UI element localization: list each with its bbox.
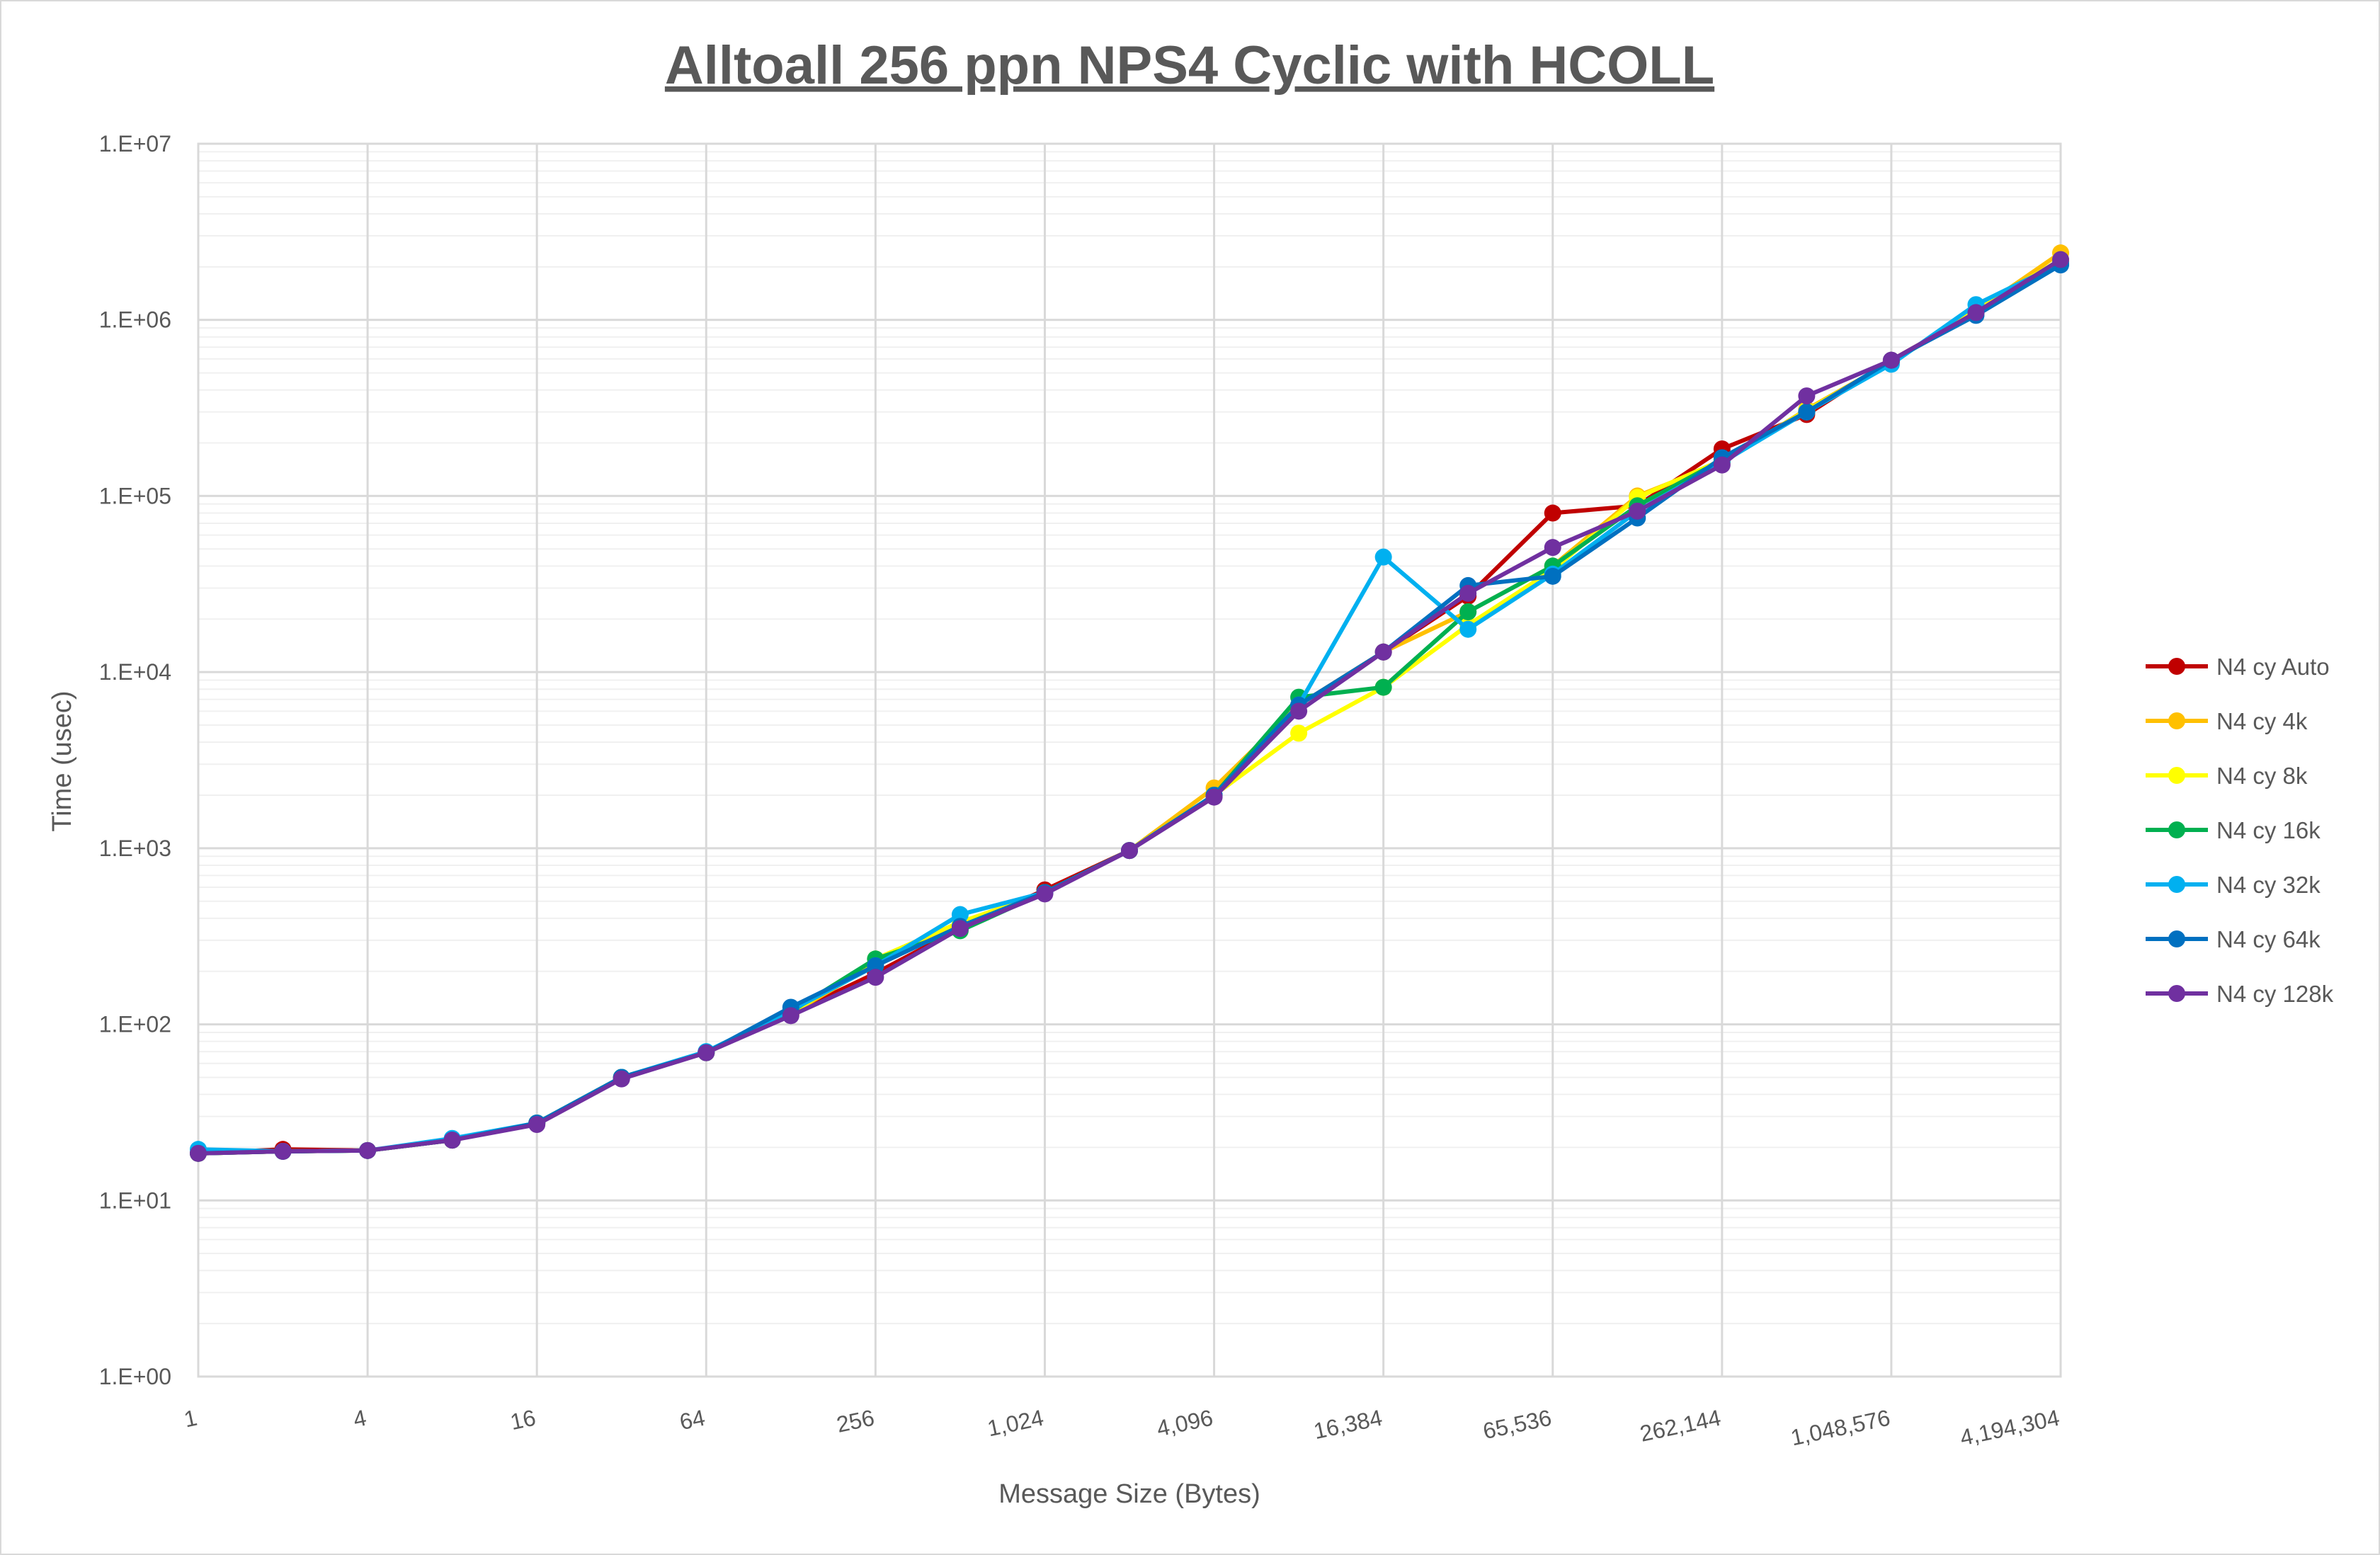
data-point — [1544, 504, 1561, 522]
data-point — [1459, 584, 1477, 602]
data-point — [1459, 620, 1477, 638]
legend-marker — [2168, 985, 2185, 1002]
x-tick-label: 1,024 — [985, 1405, 1046, 1442]
y-tick-label: 1.E+06 — [99, 307, 171, 333]
data-point — [1205, 788, 1223, 806]
legend-item: N4 cy Auto — [2146, 654, 2330, 680]
legend-label: N4 cy 64k — [2216, 926, 2321, 952]
data-point — [1544, 567, 1561, 585]
data-point — [698, 1044, 715, 1061]
data-point — [190, 1144, 207, 1162]
plot-area-border — [197, 142, 2062, 1378]
data-point — [782, 1007, 799, 1025]
data-point — [359, 1141, 377, 1159]
legend-label: N4 cy Auto — [2216, 654, 2330, 680]
legend-label: N4 cy 4k — [2216, 708, 2308, 734]
legend-marker — [2168, 658, 2185, 675]
x-tick-label: 64 — [677, 1405, 707, 1435]
legend-item: N4 cy 32k — [2146, 872, 2321, 898]
data-point — [1374, 548, 1392, 566]
series-line — [198, 263, 2062, 1156]
y-tick-label: 1.E+07 — [99, 131, 171, 156]
x-tick-label: 4 — [351, 1405, 369, 1432]
data-point — [1544, 539, 1561, 557]
data-point — [1459, 603, 1477, 620]
series-line — [198, 261, 2062, 1154]
series-n4-cy-128k — [190, 251, 2069, 1162]
series-n4-cy-16k — [190, 254, 2069, 1162]
y-tick-label: 1.E+05 — [99, 483, 171, 508]
legend-label: N4 cy 16k — [2216, 817, 2321, 843]
x-tick-label: 256 — [834, 1405, 877, 1437]
series-line — [198, 251, 2062, 1156]
data-point — [1713, 456, 1731, 474]
chart-title: Alltoall 256 ppn NPS4 Cyclic with HCOLL — [665, 35, 1714, 96]
series-n4-cy-auto — [190, 253, 2069, 1162]
y-tick-label: 1.E+01 — [99, 1187, 171, 1213]
legend: N4 cy Auto N4 cy 4k N4 cy 8k N4 cy 16k N4 cy… — [2146, 654, 2334, 1007]
data-point — [443, 1132, 461, 1149]
x-tick-label: 16 — [508, 1405, 537, 1435]
x-tick-label: 4,096 — [1154, 1405, 1215, 1442]
data-point — [951, 920, 969, 938]
legend-item: N4 cy 128k — [2146, 981, 2334, 1007]
data-point — [1121, 842, 1138, 860]
series-n4-cy-64k — [190, 256, 2069, 1162]
y-tick-label: 1.E+03 — [99, 836, 171, 861]
series-line — [198, 259, 2062, 1156]
y-axis-tick-labels: 1.E+00 1.E+01 1.E+02 1.E+03 1.E+04 1.E+05 1.E+… — [99, 131, 171, 1389]
y-tick-label: 1.E+02 — [99, 1012, 171, 1037]
x-axis-tick-labels: 1 4 16 64 256 1,024 4,096 16,384 65,536 262,144 1,… — [182, 1405, 2062, 1451]
data-point — [951, 906, 969, 923]
legend-marker — [2168, 876, 2185, 893]
legend-label: N4 cy 32k — [2216, 872, 2321, 898]
legend-item: N4 cy 64k — [2146, 926, 2321, 952]
legend-item: N4 cy 8k — [2146, 763, 2308, 789]
data-point — [1798, 387, 1816, 405]
data-point — [867, 969, 884, 986]
x-tick-label: 1 — [182, 1405, 200, 1432]
series-line — [198, 257, 2062, 1156]
x-tick-label: 65,536 — [1481, 1405, 1554, 1445]
legend-marker — [2168, 712, 2185, 729]
series-line — [198, 258, 2062, 1156]
data-point — [528, 1115, 546, 1133]
x-axis-label: Message Size (Bytes) — [998, 1479, 1260, 1509]
data-point — [1798, 403, 1816, 421]
legend-item: N4 cy 4k — [2146, 708, 2308, 734]
data-point — [1290, 724, 1308, 742]
series-layer — [190, 244, 2069, 1162]
x-tick-label: 4,194,304 — [1958, 1405, 2062, 1451]
x-tick-label: 1,048,576 — [1789, 1405, 1893, 1451]
y-tick-label: 1.E+04 — [99, 659, 171, 685]
legend-label: N4 cy 128k — [2216, 981, 2334, 1007]
y-axis-label: Time (usec) — [47, 690, 77, 831]
legend-item: N4 cy 16k — [2146, 817, 2321, 843]
legend-marker — [2168, 930, 2185, 947]
legend-label: N4 cy 8k — [2216, 763, 2308, 789]
data-point — [1290, 702, 1308, 720]
legend-marker — [2168, 821, 2185, 838]
y-tick-label: 1.E+00 — [99, 1364, 171, 1389]
legend-marker — [2168, 767, 2185, 784]
data-point — [1036, 885, 1054, 903]
major-gridlines — [197, 142, 2062, 1378]
data-point — [2052, 251, 2069, 268]
data-point — [1967, 304, 1985, 321]
data-point — [1882, 351, 1900, 369]
data-point — [1374, 643, 1392, 661]
x-tick-label: 262,144 — [1638, 1405, 1724, 1447]
data-point — [1629, 502, 1646, 520]
x-tick-label: 16,384 — [1311, 1405, 1384, 1445]
data-point — [613, 1070, 630, 1088]
minor-gridlines — [198, 151, 2061, 1325]
data-point — [1374, 678, 1392, 696]
series-line — [198, 261, 2062, 1156]
data-point — [274, 1142, 292, 1160]
